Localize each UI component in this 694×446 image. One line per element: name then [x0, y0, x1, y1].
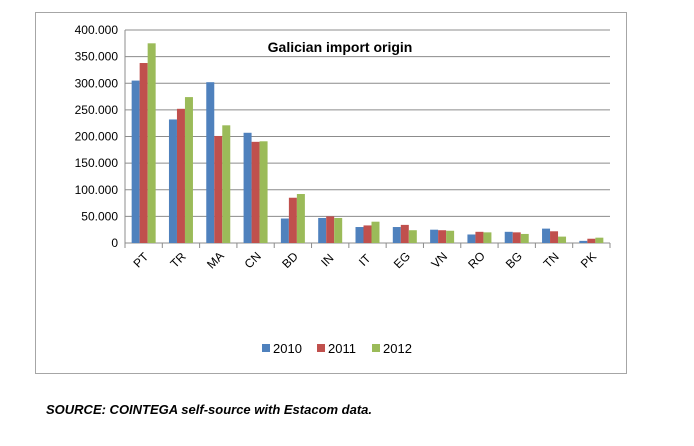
bar-CN-2010 [243, 132, 252, 243]
bar-BG-2012 [520, 233, 529, 243]
x-tick-label: IN [318, 251, 336, 269]
legend-label-2011: 2011 [328, 341, 356, 356]
bar-PK-2010 [579, 240, 588, 243]
bar-TN-2012 [558, 236, 567, 243]
bar-BD-2011 [288, 197, 297, 243]
bar-CN-2012 [259, 141, 268, 243]
bar-BG-2011 [512, 232, 521, 243]
bar-BD-2012 [296, 194, 305, 243]
legend-swatch-2010 [262, 344, 270, 352]
bar-CN-2011 [251, 141, 260, 243]
bar-PK-2012 [595, 237, 604, 243]
y-tick-label: 0 [111, 236, 118, 250]
y-tick-label: 400.000 [75, 23, 119, 37]
bar-MA-2011 [214, 135, 223, 243]
x-tick-label: PK [578, 250, 599, 271]
bar-VN-2011 [438, 230, 447, 243]
bar-IN-2012 [334, 217, 343, 243]
x-tick-label: RO [465, 249, 488, 272]
bar-IN-2011 [326, 216, 335, 243]
bar-TR-2012 [184, 97, 193, 243]
bar-TR-2010 [168, 119, 177, 243]
y-tick-label: 150.000 [75, 156, 119, 170]
bar-RO-2010 [467, 234, 476, 243]
bar-VN-2012 [446, 230, 455, 243]
bar-EG-2010 [392, 227, 401, 243]
y-tick-label: 50.000 [81, 209, 118, 223]
x-tick-label: PT [130, 249, 151, 270]
bar-TR-2011 [176, 108, 185, 243]
bar-IT-2011 [363, 225, 372, 243]
legend-label-2012: 2012 [383, 341, 412, 356]
y-tick-label: 250.000 [75, 103, 119, 117]
source-note: SOURCE: COINTEGA self-source with Estaco… [46, 402, 373, 417]
x-tick-label: BD [279, 249, 301, 271]
x-tick-label: VN [428, 249, 450, 271]
y-tick-label: 200.000 [75, 130, 119, 144]
y-tick-label: 300.000 [75, 76, 119, 90]
y-tick-label: 100.000 [75, 183, 119, 197]
bar-EG-2012 [408, 230, 417, 243]
x-tick-label: BG [503, 249, 525, 271]
legend-label-2010: 2010 [273, 341, 302, 356]
legend-swatch-2011 [317, 344, 325, 352]
x-tick-label: CN [242, 249, 264, 271]
bar-PT-2012 [147, 43, 156, 243]
x-tick-label: TR [168, 249, 189, 270]
chart-title: Galician import origin [268, 39, 413, 55]
bar-MA-2012 [222, 125, 231, 243]
bar-EG-2011 [400, 224, 409, 243]
bar-IT-2012 [371, 221, 380, 243]
bar-RO-2011 [475, 231, 484, 243]
x-tick-label: EG [391, 249, 413, 271]
bar-BD-2010 [280, 218, 289, 243]
bar-RO-2012 [483, 232, 492, 243]
bar-PK-2011 [587, 238, 596, 243]
bar-TN-2011 [550, 231, 559, 243]
legend-swatch-2012 [372, 344, 380, 352]
bar-TN-2010 [542, 228, 551, 243]
bar-VN-2010 [430, 229, 439, 243]
x-tick-label: IT [356, 251, 374, 269]
bar-IN-2010 [318, 217, 327, 243]
y-tick-label: 350.000 [75, 50, 119, 64]
bar-BG-2010 [504, 231, 513, 243]
bar-PT-2010 [131, 80, 140, 244]
bar-IT-2010 [355, 227, 364, 243]
bar-PT-2011 [139, 63, 148, 243]
x-tick-label: MA [204, 249, 227, 272]
x-tick-label: TN [541, 250, 562, 271]
bar-MA-2010 [206, 82, 215, 243]
